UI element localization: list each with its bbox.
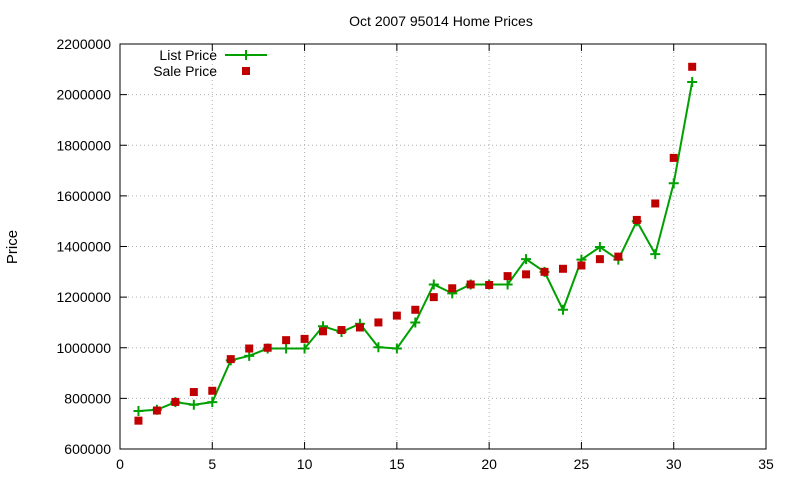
sale-price-point [595, 255, 604, 264]
sale-price-point [558, 264, 567, 273]
y-tick-label: 800000 [64, 390, 111, 406]
legend-swatch-list-cross [241, 50, 251, 60]
sale-price-point [392, 311, 401, 320]
list-price-point [281, 343, 292, 354]
sale-price-point [448, 284, 457, 293]
sale-price-point [614, 252, 623, 261]
list-price-point [133, 406, 144, 417]
sale-price-point [300, 334, 309, 343]
sale-price-point [226, 355, 235, 364]
sale-price-point [263, 343, 272, 352]
list-price-point [650, 249, 661, 260]
sale-price-point [337, 326, 346, 335]
sale-price-point [540, 267, 549, 276]
y-tick-label: 1800000 [56, 137, 111, 153]
x-tick-label: 20 [481, 456, 497, 472]
list-price-point [521, 254, 532, 265]
sale-price-point [577, 261, 586, 270]
sale-price-point [282, 336, 291, 345]
sale-price-point [134, 416, 143, 425]
list-price-point [687, 76, 698, 87]
x-tick-label: 5 [208, 456, 216, 472]
y-tick-label: 600000 [64, 441, 111, 457]
sale-price-point [152, 406, 161, 415]
list-price-point [207, 397, 218, 408]
legend: List Price Sale Price [153, 47, 267, 79]
y-tick-label: 2200000 [56, 36, 111, 52]
y-tick-label: 1000000 [56, 340, 111, 356]
y-tick-label: 2000000 [56, 87, 111, 103]
sale-price-point [355, 323, 364, 332]
x-tick-label: 0 [116, 456, 124, 472]
x-tick-label: 10 [297, 456, 313, 472]
y-axis-title: Price [4, 230, 21, 264]
sale-price-point [688, 62, 697, 71]
list-price-line [138, 81, 694, 413]
series-layer [133, 62, 698, 425]
sale-price-point [171, 397, 180, 406]
sale-price-point [245, 344, 254, 353]
list-price-point [502, 279, 513, 290]
x-tick-label: 30 [666, 456, 682, 472]
sale-price-point [466, 280, 475, 289]
list-price-point [410, 317, 421, 328]
y-tick-label: 1600000 [56, 188, 111, 204]
sale-price-point [208, 386, 217, 395]
list-price-point [373, 342, 384, 353]
x-tick-label: 15 [389, 456, 405, 472]
sale-price-point [485, 280, 494, 289]
list-price-point [668, 178, 679, 189]
sale-price-point [189, 388, 198, 397]
x-tick-label: 25 [574, 456, 590, 472]
list-price-point [391, 343, 402, 354]
sale-price-point [503, 272, 512, 281]
sale-price-point [374, 318, 383, 327]
sale-price-point [669, 153, 678, 162]
chart-title: Oct 2007 95014 Home Prices [349, 13, 533, 29]
sale-price-point [651, 199, 660, 208]
list-price-point [557, 304, 568, 315]
legend-label-sale-price: Sale Price [153, 63, 217, 79]
list-price-point [188, 399, 199, 410]
sale-price-point [522, 270, 531, 279]
y-tick-label: 1200000 [56, 289, 111, 305]
list-price-point [244, 350, 255, 361]
y-tick-label: 1400000 [56, 239, 111, 255]
legend-label-list-price: List Price [159, 47, 217, 63]
axis-ticks: 0 5 10 15 20 25 30 35 600000 800000 1000000 1200000… [56, 36, 774, 472]
sale-price-point [429, 293, 438, 302]
list-price-point [428, 279, 439, 290]
sale-price-point [411, 305, 420, 314]
legend-swatch-sale [242, 67, 250, 75]
list-price-point [299, 343, 310, 354]
sale-price-point [632, 215, 641, 224]
sale-price-point [319, 327, 328, 336]
list-price-point [594, 242, 605, 253]
grid-lines [120, 44, 766, 449]
x-tick-label: 35 [758, 456, 774, 472]
